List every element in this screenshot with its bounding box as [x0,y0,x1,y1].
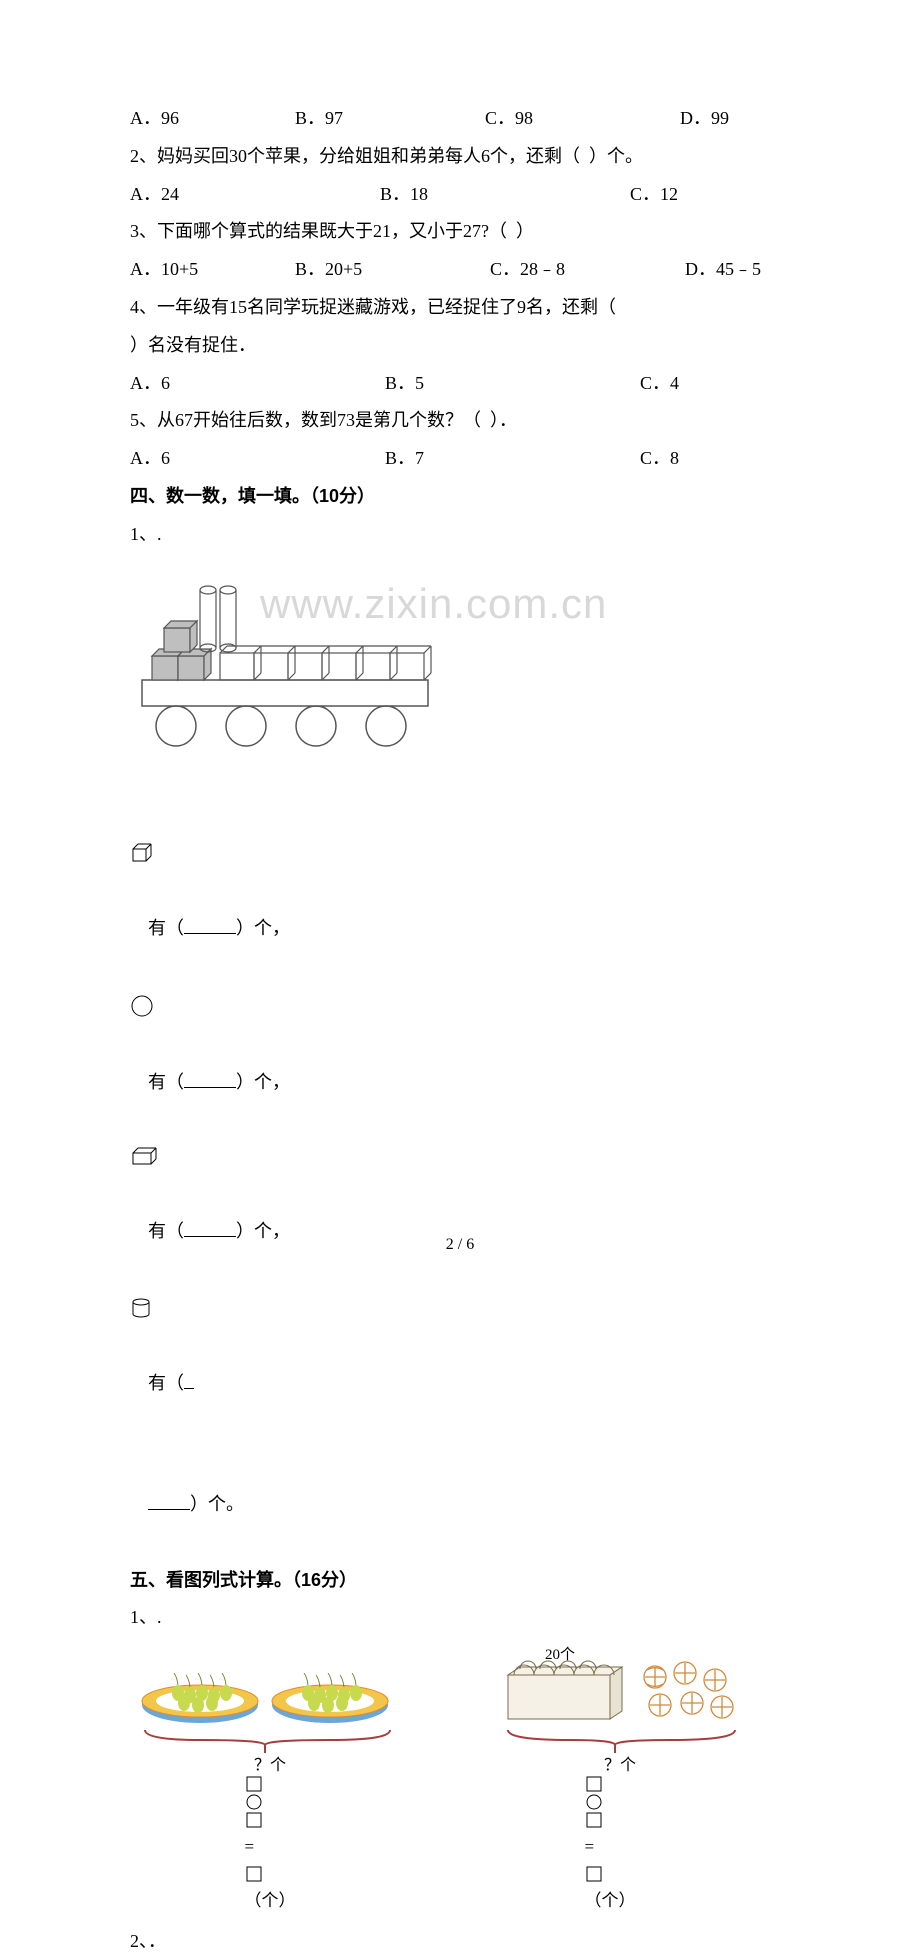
q4-opt-b: B．5 [385,365,640,403]
label-20: 20个 [545,1646,575,1663]
q3-opt-a: A．10+5 [130,251,295,289]
q2-options: A．24 B．18 C．12 [130,176,790,214]
t6: ）个， [236,1221,290,1241]
q4-line2: ）名没有捉住． [130,327,790,365]
q1-opt-b: B．97 [295,100,485,138]
circle-icon [130,994,154,1018]
q5-opt-c: C．8 [640,440,679,478]
pears-figure: ？个 = （个） [130,1645,410,1918]
cart-svg [130,560,440,750]
cuboid-icon [130,1147,160,1167]
section4-item1: 1、. [130,516,790,554]
blank4b [148,1492,190,1510]
balls-equation: = （个） [585,1775,636,1918]
q1-options: A．96 B．97 C．98 D．99 [130,100,790,138]
cube-icon [130,842,154,864]
t7: 有（ [148,1373,184,1393]
q5-options: A．6 B．7 C．8 [130,440,790,478]
section5-figures: ？个 = （个） 20个 [130,1645,790,1918]
pears-equation: = （个） [245,1775,296,1918]
q4-line1: 4、一年级有15名同学玩捉迷藏游戏，已经捉住了9名，还剩（ [130,289,790,327]
q3-opt-b: B．20+5 [295,251,490,289]
cylinder-icon [130,1297,154,1319]
cart-figure [130,560,790,750]
page-content: A．96 B．97 C．98 D．99 2、妈妈买回30个苹果，分给姐姐和弟弟每… [130,100,790,1960]
q3-options: A．10+5 B．20+5 C．28﹣8 D．45﹣5 [130,251,790,289]
t1: 有（ [148,918,184,938]
q2-text: 2、妈妈买回30个苹果，分给姐姐和弟弟每人6个，还剩（ ）个。 [130,138,790,176]
blank1 [184,916,236,934]
pears-svg: ？个 [130,1645,410,1775]
pears-eq-suffix: （个） [245,1891,296,1910]
q2-opt-b: B．18 [380,176,630,214]
t8: ）个。 [190,1494,244,1514]
q2-opt-a: A．24 [130,176,380,214]
t5: 有（ [148,1221,184,1241]
section5-item2: 2、． [130,1923,790,1960]
blank2 [184,1070,236,1088]
q4-options: A．6 B．5 C．4 [130,365,790,403]
q4-opt-c: C．4 [640,365,679,403]
shape-count-line: 有（ ）个， 有（ ）个， 有（ ）个， 有（ [130,756,790,1449]
balls-figure: 20个 [470,1645,750,1918]
q5-opt-a: A．6 [130,440,385,478]
q4-opt-a: A．6 [130,365,385,403]
q3-opt-d: D．45﹣5 [685,251,761,289]
q5-text: 5、从67开始往后数，数到73是第几个数？（ ）． [130,402,790,440]
q5-opt-b: B．7 [385,440,640,478]
section4-title: 四、数一数，填一填。（10分） [130,478,790,516]
shape-count-line2: ）个。 [130,1448,790,1561]
q1-opt-c: C．98 [485,100,680,138]
pears-q-label: ？个 [254,1756,286,1774]
t2: ）个， [236,918,290,938]
balls-eq-suffix: （个） [585,1891,636,1910]
balls-q-label: ？个 [604,1756,636,1774]
balls-svg: 20个 [470,1645,750,1775]
t4: ）个， [236,1072,290,1092]
section5-item1: 1、. [130,1599,790,1637]
q2-opt-c: C．12 [630,176,678,214]
q3-opt-c: C．28﹣8 [490,251,685,289]
q1-opt-d: D．99 [680,100,729,138]
q3-text: 3、下面哪个算式的结果既大于21，又小于27?（ ） [130,213,790,251]
blank4a [184,1371,194,1389]
t3: 有（ [148,1072,184,1092]
q1-opt-a: A．96 [130,100,295,138]
section5-title: 五、看图列式计算。（16分） [130,1562,790,1600]
blank3 [184,1219,236,1237]
